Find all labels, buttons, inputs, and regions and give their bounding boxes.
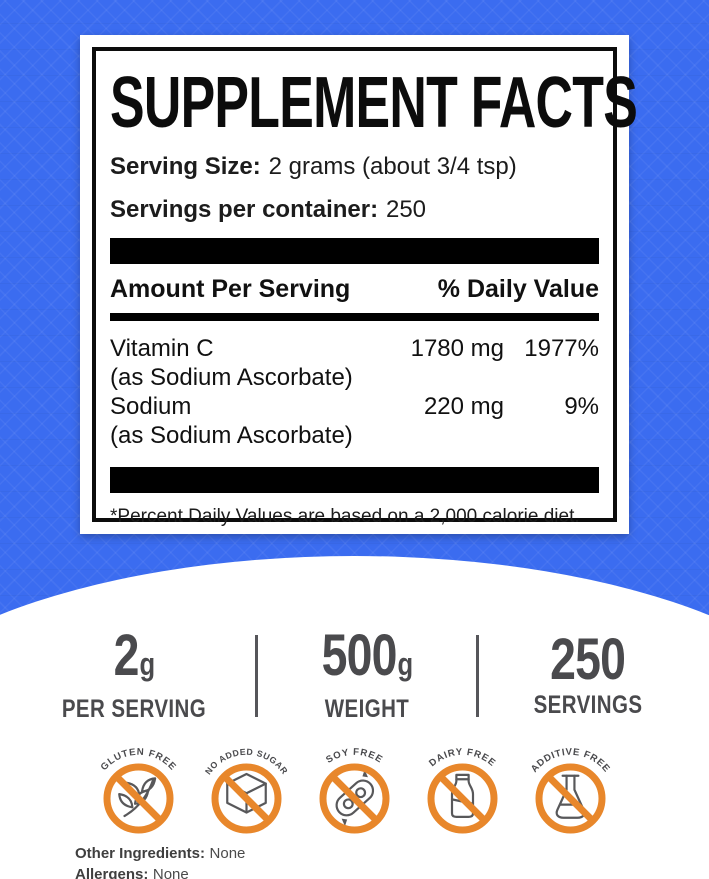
stat-value: 500 g	[307, 623, 427, 692]
table-row: Vitamin C 1780 mg 1977%	[110, 334, 599, 363]
servings-per-container-label: Servings per container:	[110, 196, 379, 223]
stat-number: 250	[550, 627, 627, 692]
svg-text:NO ADDED SUGAR: NO ADDED SUGAR	[203, 747, 290, 777]
badge-arc-label: SOY FREE	[324, 747, 384, 766]
badge-additive-free: ADDITIVE FREE	[518, 732, 623, 837]
stat-value: 250	[528, 627, 648, 692]
prohibition-slash	[329, 773, 380, 824]
prohibition-slash	[113, 773, 164, 824]
supplement-facts-panel: SUPPLEMENT FACTS Serving Size: 2 grams (a…	[80, 35, 638, 534]
daily-value-header: % Daily Value	[437, 275, 599, 303]
stat-divider	[255, 635, 259, 717]
gluten-free-icon: GLUTEN FREE	[99, 747, 177, 834]
free-from-badges-row: GLUTEN FREE NO ADDED SUGAR	[0, 732, 709, 837]
stat-servings: 250 SERVINGS	[513, 627, 663, 720]
supplement-facts-title: SUPPLEMENT FACTS	[110, 63, 638, 143]
nutrient-name: Sodium	[110, 393, 192, 420]
supplement-facts-border: SUPPLEMENT FACTS Serving Size: 2 grams (a…	[92, 47, 638, 527]
stat-weight: 500 g WEIGHT	[292, 623, 442, 724]
no-added-sugar-icon: NO ADDED SUGAR	[203, 747, 290, 834]
stat-divider	[476, 635, 480, 717]
separator-bar-bottom	[110, 467, 599, 493]
serving-size-label: Serving Size:	[110, 153, 261, 180]
allergens-line: Allergens: None	[75, 864, 245, 879]
badge-dairy-free: DAIRY FREE	[410, 732, 515, 837]
stat-label: SERVINGS	[534, 691, 643, 719]
daily-value-footnote: *Percent Daily Values are based on a 2,0…	[110, 506, 580, 527]
sugar-cube-icon	[226, 772, 267, 814]
nutrient-daily-value: 9%	[564, 393, 599, 420]
prohibition-ring	[103, 763, 174, 834]
nutrient-amount: 220 mg	[423, 393, 504, 420]
badge-no-added-sugar: NO ADDED SUGAR	[194, 732, 299, 837]
stat-number: 2	[113, 623, 139, 688]
table-header-row: Amount Per Serving % Daily Value	[110, 264, 599, 321]
nutrient-daily-value: 1977%	[524, 335, 599, 362]
badge-gluten-free: GLUTEN FREE	[86, 732, 191, 837]
dairy-free-icon: DAIRY FREE	[427, 747, 498, 834]
additive-free-icon: ADDITIVE FREE	[529, 747, 612, 834]
stat-number: 500	[322, 623, 398, 688]
nutrient-source-note: (as Sodium Ascorbate)	[110, 364, 353, 391]
servings-per-container-value: 250	[385, 196, 427, 223]
badge-soy-free: SOY FREE	[302, 732, 407, 837]
other-ingredients-label: Other Ingredients:	[75, 845, 206, 862]
prohibition-ring	[211, 763, 282, 834]
prohibition-ring	[535, 763, 606, 834]
stat-unit: g	[397, 646, 414, 682]
amount-per-serving-header: Amount Per Serving	[110, 275, 351, 303]
separator-bar-top	[110, 238, 599, 264]
svg-text:SOY FREE: SOY FREE	[324, 747, 385, 766]
other-ingredients-value: None	[209, 845, 246, 862]
other-ingredients-line: Other Ingredients: None	[75, 843, 245, 864]
prohibition-ring	[427, 763, 498, 834]
stat-label: PER SERVING	[61, 695, 206, 723]
serving-size-value: 2 grams (about 3/4 tsp)	[268, 153, 517, 180]
serving-size-line: Serving Size: 2 grams (about 3/4 tsp)	[110, 152, 599, 182]
badge-arc-label: NO ADDED SUGAR	[203, 747, 290, 777]
badge-arc-label: ADDITIVE FREE	[529, 747, 611, 775]
table-row: Sodium 220 mg 9%	[110, 392, 599, 421]
nutrient-name: Vitamin C	[110, 335, 214, 362]
stat-label: WEIGHT	[325, 695, 410, 723]
ingredients-footer: Other Ingredients: None Allergens: None	[75, 843, 245, 879]
hero-blue-background: SUPPLEMENT FACTS Serving Size: 2 grams (a…	[0, 0, 709, 622]
stat-unit: g	[138, 646, 155, 682]
nutrient-amount: 1780 mg	[410, 335, 504, 362]
prohibition-slash	[545, 773, 596, 824]
svg-text:ADDITIVE FREE: ADDITIVE FREE	[529, 747, 612, 775]
prohibition-ring	[319, 763, 390, 834]
prohibition-slash	[437, 773, 488, 824]
soy-free-icon: SOY FREE	[319, 747, 390, 834]
servings-per-container-line: Servings per container: 250	[110, 195, 599, 225]
allergens-label: Allergens:	[75, 866, 149, 879]
allergens-value: None	[152, 866, 189, 879]
prohibition-slash	[221, 773, 272, 824]
nutrient-source-note: (as Sodium Ascorbate)	[110, 422, 353, 449]
